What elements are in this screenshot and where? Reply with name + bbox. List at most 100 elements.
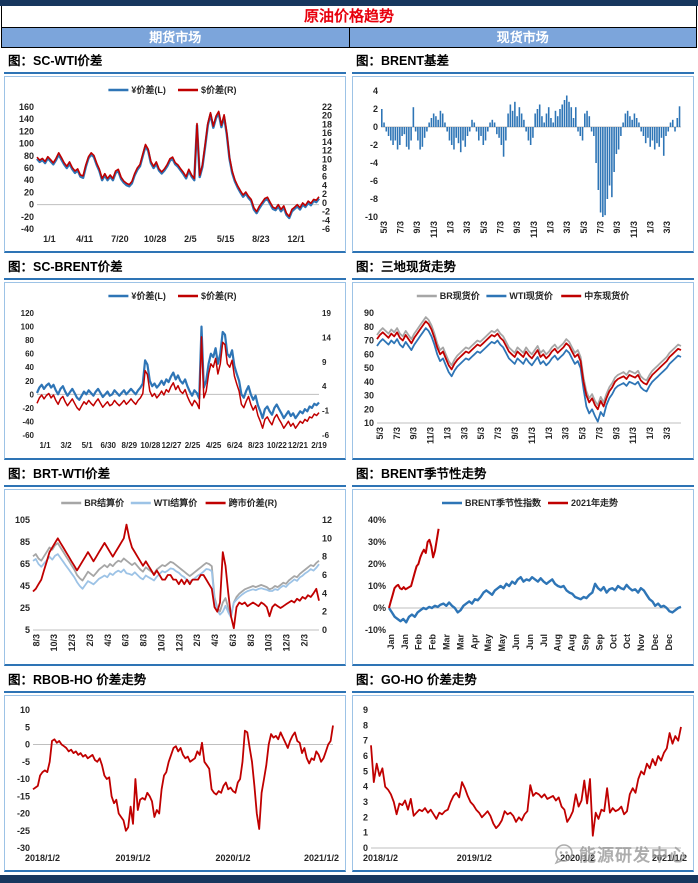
svg-text:Nov: Nov xyxy=(636,634,646,651)
svg-text:6/3: 6/3 xyxy=(121,634,131,647)
svg-text:5/3: 5/3 xyxy=(579,221,589,234)
svg-text:80: 80 xyxy=(24,151,34,161)
chart-title-brt-wti-spread: 图：BRT-WTI价差 xyxy=(4,465,346,487)
svg-text:9/3: 9/3 xyxy=(510,427,520,440)
svg-text:7/3: 7/3 xyxy=(392,427,402,440)
chart-title-brent-basis: 图：BRENT基差 xyxy=(352,52,694,74)
svg-text:6/24: 6/24 xyxy=(227,441,243,450)
svg-text:80: 80 xyxy=(25,336,34,345)
svg-text:8/23: 8/23 xyxy=(252,234,270,244)
svg-text:2021年走势: 2021年走势 xyxy=(571,497,618,508)
svg-text:Jul: Jul xyxy=(539,634,549,647)
svg-text:11/3: 11/3 xyxy=(527,427,537,444)
svg-text:20: 20 xyxy=(322,111,332,121)
svg-text:12/1: 12/1 xyxy=(287,234,305,244)
chart-cell-go-ho-spread: 图：GO-HO 价差走势 9 8 7 6 5 4 3 2 1 0 2018/1/2 2019/1/2 2… xyxy=(352,671,694,872)
chart-title-go-ho-spread: 图：GO-HO 价差走势 xyxy=(352,671,694,693)
svg-text:10: 10 xyxy=(20,705,30,715)
svg-text:2/25: 2/25 xyxy=(185,441,201,450)
svg-text:20: 20 xyxy=(25,377,34,386)
svg-text:8/3: 8/3 xyxy=(31,634,41,647)
svg-text:100: 100 xyxy=(19,139,34,149)
svg-text:4: 4 xyxy=(373,86,378,96)
svg-text:7/3: 7/3 xyxy=(396,221,406,234)
svg-text:Apr: Apr xyxy=(469,633,479,649)
svg-text:20: 20 xyxy=(24,187,34,197)
svg-text:0: 0 xyxy=(25,739,30,749)
svg-text:2/3: 2/3 xyxy=(299,634,309,647)
svg-text:7/3: 7/3 xyxy=(493,427,503,440)
sc-brent-spread-plot: 120 100 80 60 40 20 0 -20 -40 -60 19 14 9 4 -1 -6 1/1 3/2… xyxy=(21,290,332,450)
svg-text:5/3: 5/3 xyxy=(476,427,486,440)
svg-text:11/3: 11/3 xyxy=(426,427,436,444)
svg-text:2: 2 xyxy=(322,189,327,199)
brt-wti-spread-plot: 105 85 65 45 25 5 12 10 8 6 4 2 0 8/3 10/3 12/3 2/3 4/3 6/… xyxy=(15,497,332,652)
svg-text:3/3: 3/3 xyxy=(662,221,672,234)
svg-text:-15: -15 xyxy=(17,791,30,801)
svg-text:11/3: 11/3 xyxy=(628,427,638,444)
svg-text:Oct: Oct xyxy=(622,634,632,649)
svg-text:60: 60 xyxy=(24,163,34,173)
svg-text:Oct: Oct xyxy=(608,634,618,649)
page-title: 原油价格趋势 xyxy=(1,6,697,28)
svg-text:-1: -1 xyxy=(322,407,330,416)
svg-text:9/3: 9/3 xyxy=(512,221,522,234)
svg-text:16: 16 xyxy=(322,128,332,138)
svg-text:9: 9 xyxy=(322,358,327,367)
svg-text:2: 2 xyxy=(322,606,327,616)
svg-text:0: 0 xyxy=(322,198,327,208)
svg-text:9/3: 9/3 xyxy=(611,427,621,440)
svg-text:-10%: -10% xyxy=(365,625,386,635)
svg-text:2: 2 xyxy=(363,812,368,822)
sc-wti-spread-plot: 160140120100806040200-20-402220181614121… xyxy=(19,84,332,244)
svg-text:10%: 10% xyxy=(368,581,386,591)
svg-text:-40: -40 xyxy=(21,224,34,234)
svg-text:0: 0 xyxy=(322,625,327,635)
chart-title-brent-seasonality: 图：BRENT季节性走势 xyxy=(352,465,694,487)
svg-text:Feb: Feb xyxy=(414,633,424,650)
svg-text:50: 50 xyxy=(364,363,374,373)
svg-text:120: 120 xyxy=(21,309,35,318)
svg-text:-6: -6 xyxy=(322,431,330,440)
svg-text:7/3: 7/3 xyxy=(594,427,604,440)
svg-text:-20: -20 xyxy=(22,404,34,413)
svg-text:9/3: 9/3 xyxy=(612,221,622,234)
svg-text:-40: -40 xyxy=(22,418,34,427)
svg-text:6: 6 xyxy=(363,751,368,761)
svg-text:$价差(R): $价差(R) xyxy=(201,84,237,95)
market-column-headers: 期货市场 现货市场 xyxy=(1,28,697,48)
svg-text:90: 90 xyxy=(364,308,374,318)
svg-text:7: 7 xyxy=(363,735,368,745)
svg-text:-6: -6 xyxy=(322,224,330,234)
svg-text:2020/1/2: 2020/1/2 xyxy=(215,853,250,863)
svg-text:9/3: 9/3 xyxy=(412,221,422,234)
chart-frame-brt-wti-spread: 105 85 65 45 25 5 12 10 8 6 4 2 0 8/3 10/3 12/3 2/3 4/3 6/… xyxy=(4,488,346,666)
chart-frame-sc-wti-spread: 160 140 120 100 80 60 40 20 0 -20 -40 22 20 18 16 14 12 1… xyxy=(4,76,346,254)
svg-text:8/3: 8/3 xyxy=(246,634,256,647)
svg-text:40%: 40% xyxy=(368,515,386,525)
svg-text:11/3: 11/3 xyxy=(629,221,639,238)
svg-text:3/3: 3/3 xyxy=(459,427,469,440)
svg-text:4/3: 4/3 xyxy=(103,634,113,647)
svg-text:60: 60 xyxy=(25,350,34,359)
svg-text:10/28: 10/28 xyxy=(144,234,167,244)
svg-text:Mar: Mar xyxy=(441,633,451,650)
svg-text:12: 12 xyxy=(322,515,332,525)
chart-title-three-region-spot: 图：三地现货走势 xyxy=(352,258,694,281)
svg-text:2019/1/2: 2019/1/2 xyxy=(115,853,150,863)
svg-text:2: 2 xyxy=(373,104,378,114)
chart-frame-sc-brent-spread: 120 100 80 60 40 20 0 -20 -40 -60 19 14 9 4 -1 -6 1/1 3/2… xyxy=(4,282,346,460)
svg-text:3: 3 xyxy=(363,797,368,807)
svg-text:4: 4 xyxy=(322,588,327,598)
chart-frame-rbob-ho-spread: 10 5 0 -5 -10 -15 -20 -25 -30 2018/1/2 2019/1/2 202… xyxy=(4,694,346,872)
svg-text:Sep: Sep xyxy=(581,633,591,650)
svg-text:19: 19 xyxy=(322,309,331,318)
svg-text:-25: -25 xyxy=(17,826,30,836)
svg-text:-2: -2 xyxy=(370,140,378,150)
svg-text:3/3: 3/3 xyxy=(662,427,672,440)
svg-text:1/3: 1/3 xyxy=(546,221,556,234)
svg-text:9/3: 9/3 xyxy=(409,427,419,440)
